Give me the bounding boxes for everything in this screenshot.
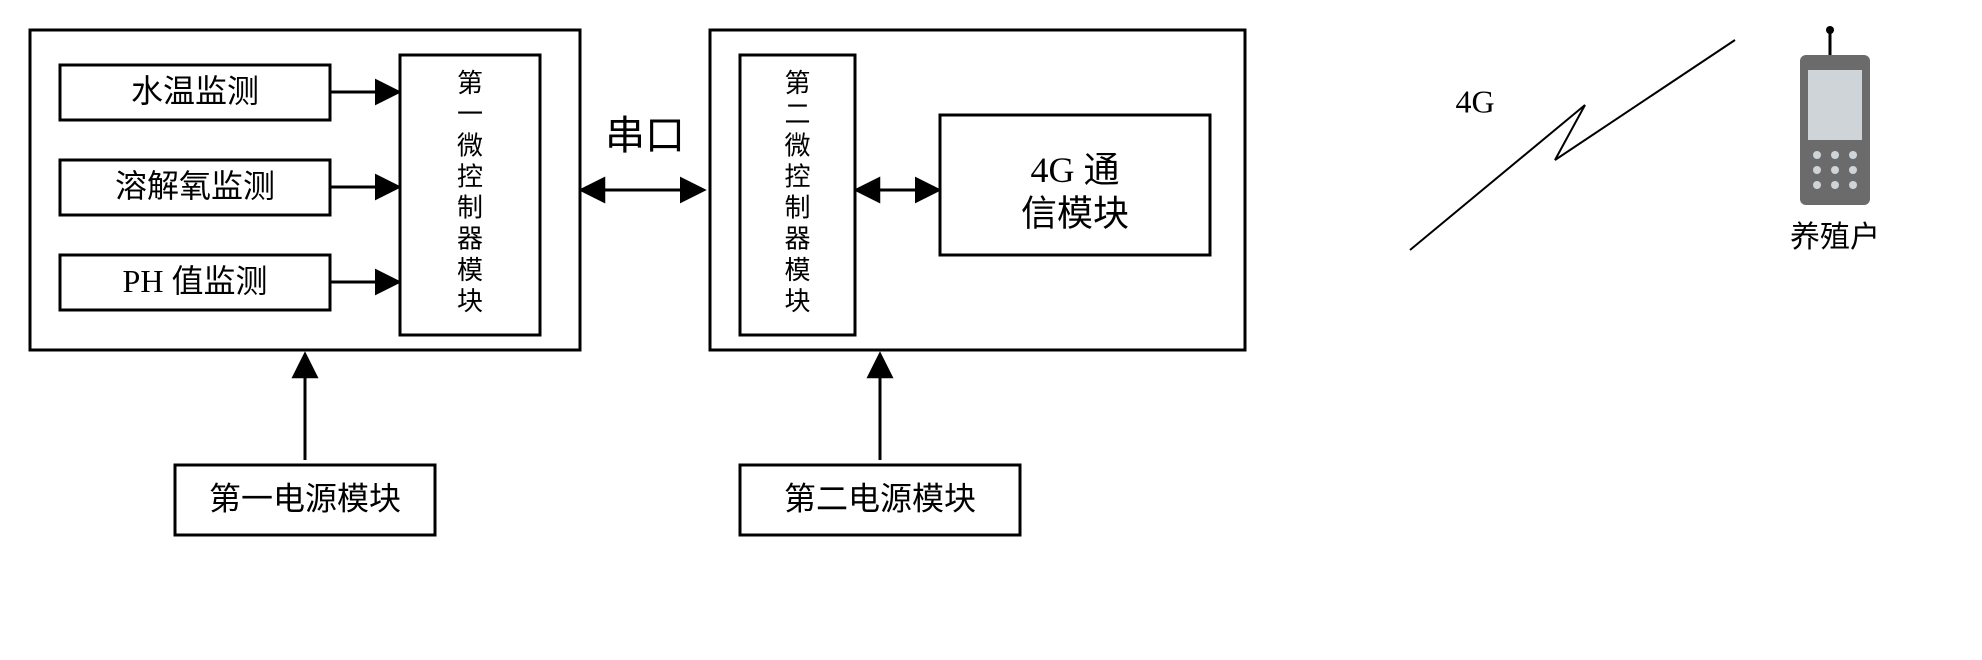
svg-text:第一电源模块: 第一电源模块 — [209, 480, 401, 516]
svg-text:水温监测: 水温监测 — [131, 73, 259, 109]
sensor-temp: 水温监测 — [60, 65, 330, 120]
svg-text:第二电源模块: 第二电源模块 — [784, 480, 976, 516]
sensor-ph: PH 值监测 — [60, 255, 330, 310]
mcu2-box: 第二微控制器模块 — [740, 55, 855, 335]
power1-box: 第一电源模块 — [175, 465, 435, 535]
wireless-4g-label: 4G — [1455, 83, 1494, 119]
system-diagram: 水温监测 溶解氧监测 PH 值监测 第一微控制器模块 第一电源模块 串口 第二微… — [0, 0, 1982, 660]
sensor-oxygen: 溶解氧监测 — [60, 160, 330, 215]
svg-text:溶解氧监测: 溶解氧监测 — [115, 168, 275, 204]
serial-label: 串口 — [605, 113, 685, 158]
mcu1-box: 第一微控制器模块 — [400, 55, 540, 335]
phone-icon — [1800, 26, 1870, 205]
power2-box: 第二电源模块 — [740, 465, 1020, 535]
wireless-bolt-icon — [1410, 40, 1735, 250]
svg-text:PH 值监测: PH 值监测 — [123, 263, 268, 299]
farmer-label: 养殖户 — [1790, 221, 1880, 254]
comm-4g-box: 4G 通信模块 — [940, 115, 1210, 255]
